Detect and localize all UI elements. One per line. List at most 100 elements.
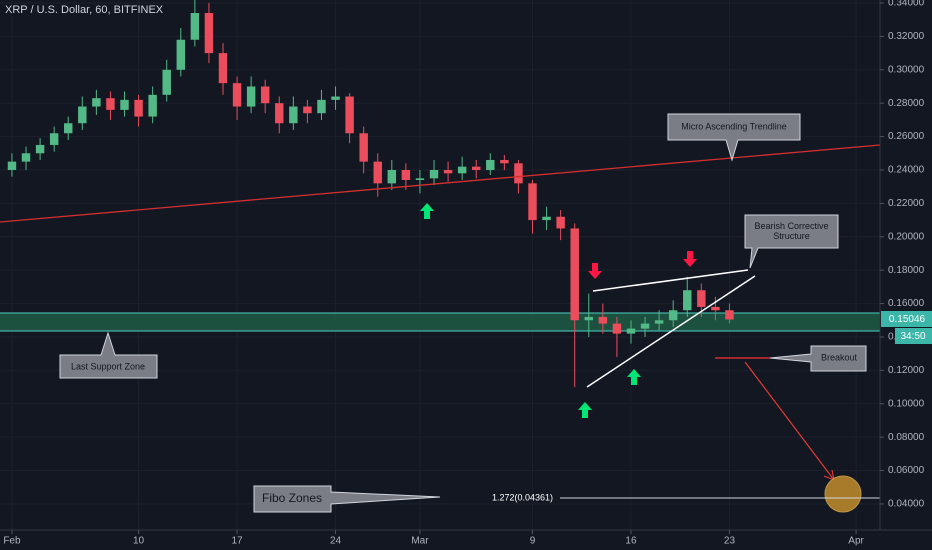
chart-title: XRP / U.S. Dollar, 60, BITFINEX	[5, 4, 164, 16]
candle-body	[260, 86, 270, 104]
x-tick-label: Mar	[411, 536, 429, 547]
candle-body	[64, 123, 73, 134]
support-zone	[0, 313, 880, 331]
y-tick-label: 0.08000	[888, 432, 925, 443]
candle-body	[148, 94, 157, 117]
y-tick-label: 0.20000	[888, 231, 925, 242]
y-tick-label: 0.32000	[888, 31, 925, 42]
y-tick-label: 0.12000	[888, 365, 925, 376]
candle-body	[711, 306, 720, 311]
up-arrow	[578, 402, 592, 418]
up-arrow	[627, 369, 641, 385]
axes: 0.040000.060000.080000.100000.120000.140…	[3, 0, 924, 547]
candle-body	[472, 166, 481, 170]
candles	[7, 0, 734, 388]
candle-body	[317, 99, 326, 114]
candle-body	[626, 328, 636, 334]
callout-text: Breakout	[821, 352, 858, 362]
candle-body	[725, 310, 734, 320]
wedge-top	[592, 269, 749, 292]
candle-body	[542, 216, 551, 221]
candle-body	[134, 99, 143, 117]
candle-body	[514, 163, 523, 184]
y-tick-label: 0.26000	[888, 131, 925, 142]
candle-body	[289, 106, 298, 124]
candle-body	[162, 69, 171, 95]
candle-body	[683, 290, 692, 311]
candle-body	[106, 98, 115, 110]
candle-body	[415, 178, 425, 181]
candle-body	[654, 320, 664, 324]
y-tick-label: 0.22000	[888, 198, 925, 209]
callout-text: Micro Ascending Trendline	[681, 121, 787, 131]
y-tick-label: 0.16000	[888, 298, 925, 309]
x-tick-label: 17	[231, 536, 243, 547]
y-tick-label: 0.06000	[888, 465, 925, 476]
candle-body	[528, 183, 537, 221]
x-tick-label: 24	[330, 536, 342, 547]
candle-body	[49, 133, 59, 145]
candle-body	[345, 96, 354, 134]
candle-body	[640, 323, 650, 329]
countdown-box	[895, 328, 932, 344]
y-tick-label: 0.28000	[888, 98, 925, 109]
x-tick-label: 16	[625, 536, 637, 547]
callout-text: Fibo Zones	[262, 491, 322, 505]
candle-body	[457, 166, 467, 174]
candle-body	[373, 161, 382, 184]
callout-text: Last Support Zone	[71, 361, 145, 371]
up-arrows	[420, 203, 641, 418]
candle-body	[92, 98, 101, 107]
candle-body	[612, 323, 622, 334]
down-arrow	[683, 251, 697, 267]
countdown: 34:50	[900, 331, 925, 342]
trendline	[0, 144, 881, 223]
candle-body	[78, 106, 87, 124]
down-arrows	[588, 251, 697, 279]
candle-body	[232, 83, 242, 107]
callout	[744, 214, 839, 269]
candle-body	[598, 316, 608, 324]
wedge-bottom	[586, 275, 756, 388]
candle-body	[486, 159, 495, 170]
callout	[769, 345, 867, 372]
candle-body	[584, 316, 593, 321]
y-tick-label: 0.24000	[888, 165, 925, 176]
candle-body	[443, 169, 453, 174]
candle-body	[21, 153, 31, 162]
candle-body	[204, 13, 214, 54]
x-tick-label: Feb	[3, 536, 21, 547]
candle-body	[120, 99, 129, 110]
candle-body	[500, 159, 509, 164]
target-circle	[824, 475, 862, 513]
candle-body	[35, 144, 45, 154]
candle-body	[246, 86, 256, 107]
grid	[0, 0, 880, 530]
y-tick-label: 0.30000	[888, 64, 925, 75]
x-tick-label: Apr	[848, 536, 864, 547]
candle-body	[429, 169, 439, 179]
candle-body	[387, 169, 397, 184]
down-arrow	[588, 263, 602, 279]
candle-body	[176, 39, 186, 70]
candle-body	[668, 310, 678, 321]
callout	[253, 485, 441, 513]
candle-body	[401, 169, 411, 181]
candle-body	[359, 133, 368, 162]
y-tick-label: 0.18000	[888, 265, 925, 276]
up-arrow	[420, 203, 434, 219]
candle-body	[275, 103, 284, 124]
x-tick-label: 9	[530, 536, 536, 547]
callout	[667, 113, 801, 162]
candle-body	[218, 53, 228, 84]
x-tick-label: 10	[133, 536, 145, 547]
callout	[59, 331, 158, 379]
candle-body	[331, 96, 340, 100]
fibo-label: 1.272(0.04361)	[492, 492, 553, 502]
y-tick-label: 0.04000	[888, 499, 925, 510]
last-price: 0.15046	[889, 314, 926, 325]
candle-body	[697, 290, 706, 307]
price-box	[881, 311, 932, 327]
